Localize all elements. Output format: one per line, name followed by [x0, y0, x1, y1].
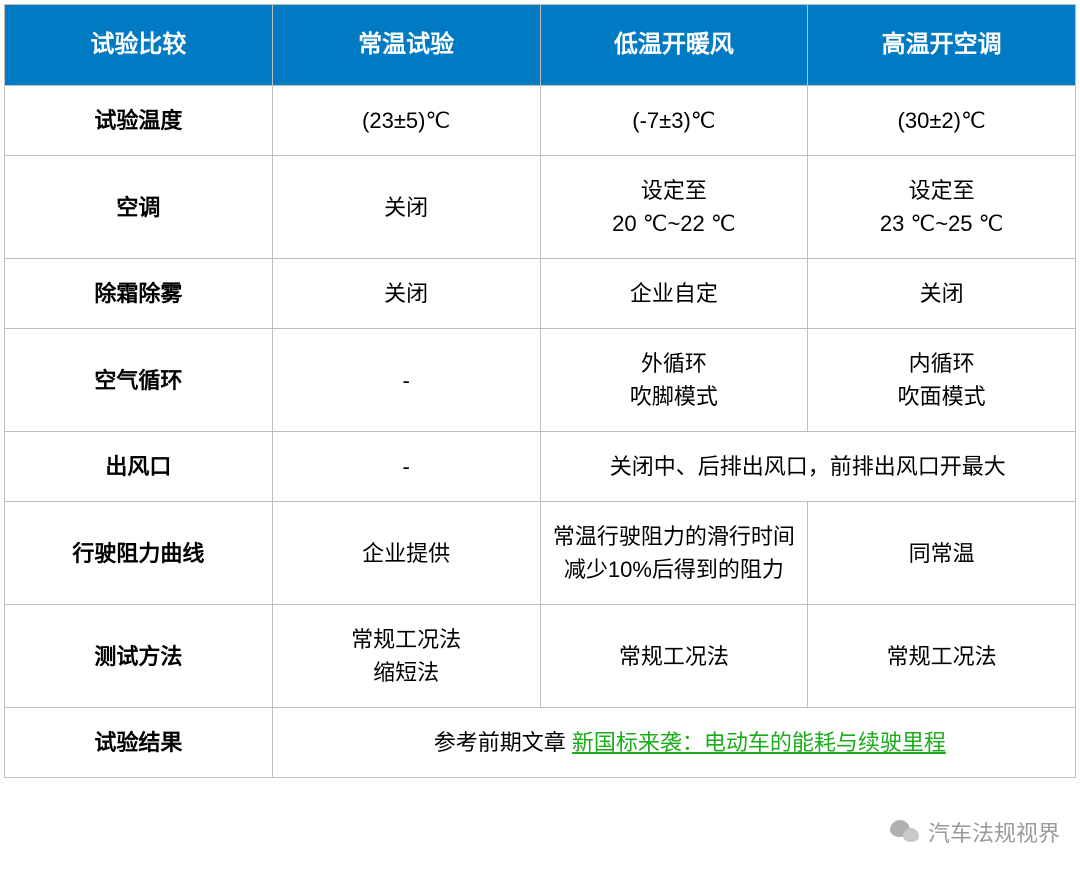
cell: 企业提供 — [272, 502, 540, 605]
comparison-table: 试验比较 常温试验 低温开暖风 高温开空调 试验温度 (23±5)℃ (-7±3… — [4, 4, 1076, 778]
cell-spanned: 关闭中、后排出风口，前排出风口开最大 — [540, 432, 1076, 502]
table-row: 试验温度 (23±5)℃ (-7±3)℃ (30±2)℃ — [5, 86, 1076, 156]
cell: 关闭 — [272, 156, 540, 259]
cell: 常温行驶阻力的滑行时间减少10%后得到的阻力 — [540, 502, 808, 605]
col-header-2: 低温开暖风 — [540, 5, 808, 86]
cell: 企业自定 — [540, 259, 808, 329]
table-row: 出风口 - 关闭中、后排出风口，前排出风口开最大 — [5, 432, 1076, 502]
cell: 设定至20 ℃~22 ℃ — [540, 156, 808, 259]
col-header-3: 高温开空调 — [808, 5, 1076, 86]
row-label-vent: 出风口 — [5, 432, 273, 502]
wechat-watermark: 汽车法规视界 — [890, 816, 1060, 848]
result-prefix: 参考前期文章 — [434, 730, 572, 755]
row-label-method: 测试方法 — [5, 605, 273, 708]
row-label-circulation: 空气循环 — [5, 329, 273, 432]
cell: (23±5)℃ — [272, 86, 540, 156]
cell: 常规工况法 — [540, 605, 808, 708]
cell: 同常温 — [808, 502, 1076, 605]
table-row: 试验结果 参考前期文章 新国标来袭：电动车的能耗与续驶里程 — [5, 708, 1076, 778]
cell: (-7±3)℃ — [540, 86, 808, 156]
wechat-icon — [890, 816, 922, 848]
table-row: 空气循环 - 外循环吹脚模式 内循环吹面模式 — [5, 329, 1076, 432]
row-label-temp: 试验温度 — [5, 86, 273, 156]
cell: 内循环吹面模式 — [808, 329, 1076, 432]
cell: - — [272, 329, 540, 432]
table-row: 行驶阻力曲线 企业提供 常温行驶阻力的滑行时间减少10%后得到的阻力 同常温 — [5, 502, 1076, 605]
table-row: 空调 关闭 设定至20 ℃~22 ℃ 设定至23 ℃~25 ℃ — [5, 156, 1076, 259]
col-header-1: 常温试验 — [272, 5, 540, 86]
cell: - — [272, 432, 540, 502]
result-cell: 参考前期文章 新国标来袭：电动车的能耗与续驶里程 — [272, 708, 1075, 778]
cell: 设定至23 ℃~25 ℃ — [808, 156, 1076, 259]
watermark-text: 汽车法规视界 — [928, 816, 1060, 848]
row-label-defrost: 除霜除雾 — [5, 259, 273, 329]
row-label-result: 试验结果 — [5, 708, 273, 778]
cell: (30±2)℃ — [808, 86, 1076, 156]
col-header-0: 试验比较 — [5, 5, 273, 86]
article-link[interactable]: 新国标来袭：电动车的能耗与续驶里程 — [572, 730, 946, 755]
table-row: 测试方法 常规工况法缩短法 常规工况法 常规工况法 — [5, 605, 1076, 708]
row-label-resistance: 行驶阻力曲线 — [5, 502, 273, 605]
table-header-row: 试验比较 常温试验 低温开暖风 高温开空调 — [5, 5, 1076, 86]
table-row: 除霜除雾 关闭 企业自定 关闭 — [5, 259, 1076, 329]
cell: 外循环吹脚模式 — [540, 329, 808, 432]
cell: 常规工况法 — [808, 605, 1076, 708]
cell: 关闭 — [272, 259, 540, 329]
row-label-ac: 空调 — [5, 156, 273, 259]
cell: 关闭 — [808, 259, 1076, 329]
cell: 常规工况法缩短法 — [272, 605, 540, 708]
